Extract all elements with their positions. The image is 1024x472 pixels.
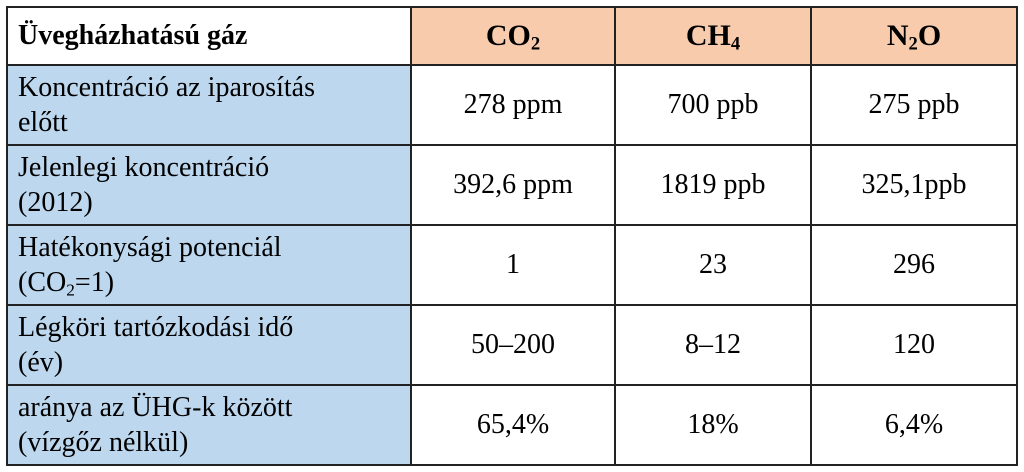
value-cell-co2: 392,6 ppm bbox=[410, 144, 616, 226]
row-label-cell: Légköri tartózkodási idő (év) bbox=[6, 304, 412, 386]
header-label-cell: Üvegházhatású gáz bbox=[6, 6, 412, 66]
row-label-line2-subscript: 2 bbox=[66, 280, 75, 300]
row-label-line2: előtt bbox=[18, 107, 68, 138]
row-label-line1: Koncentráció az iparosítás bbox=[18, 72, 315, 103]
row-label-cell: Jelenlegi koncentráció (2012) bbox=[6, 144, 412, 226]
row-label-cell: aránya az ÜHG-k között (vízgőz nélkül) bbox=[6, 384, 412, 466]
gas-formula-subscript: 4 bbox=[730, 33, 741, 55]
header-co2-cell: CO2 bbox=[410, 6, 616, 66]
row-label-line2: (év) bbox=[18, 347, 64, 378]
value-cell-ch4: 8–12 bbox=[614, 304, 812, 386]
value-cell-n2o: 120 bbox=[810, 304, 1018, 386]
header-n2o-cell: N2O bbox=[810, 6, 1018, 66]
gas-formula-main: CH bbox=[685, 19, 731, 52]
value-cell-co2: 278 ppm bbox=[410, 64, 616, 146]
value-cell-ch4: 1819 ppb bbox=[614, 144, 812, 226]
value-cell-n2o: 325,1ppb bbox=[810, 144, 1018, 226]
table-row: Jelenlegi koncentráció (2012) 392,6 ppm … bbox=[6, 144, 1018, 226]
row-label-line2: (CO2=1) bbox=[18, 265, 410, 300]
row-label-cell: Koncentráció az iparosítás előtt bbox=[6, 64, 412, 146]
value-cell-co2: 1 bbox=[410, 224, 616, 306]
row-label-line2-post: =1) bbox=[74, 267, 115, 298]
value-cell-n2o: 296 bbox=[810, 224, 1018, 306]
gas-formula-main: CO bbox=[485, 19, 531, 52]
value-cell-n2o: 6,4% bbox=[810, 384, 1018, 466]
gas-formula-main: N bbox=[886, 19, 909, 52]
row-label-line1: Jelenlegi koncentráció bbox=[18, 152, 270, 183]
row-label-line1: aránya az ÜHG-k között bbox=[18, 392, 293, 423]
row-label-cell: Hatékonysági potenciál (CO2=1) bbox=[6, 224, 412, 306]
value-cell-n2o: 275 ppb bbox=[810, 64, 1018, 146]
greenhouse-gas-table: Üvegházhatású gáz CO2 CH4 N2O Koncentrác… bbox=[6, 6, 1018, 466]
value-cell-ch4: 18% bbox=[614, 384, 812, 466]
value-cell-co2: 50–200 bbox=[410, 304, 616, 386]
table-row: Légköri tartózkodási idő (év) 50–200 8–1… bbox=[6, 304, 1018, 386]
value-cell-ch4: 23 bbox=[614, 224, 812, 306]
value-cell-ch4: 700 ppb bbox=[614, 64, 812, 146]
row-label-line1: Hatékonysági potenciál bbox=[18, 232, 282, 263]
value-cell-co2: 65,4% bbox=[410, 384, 616, 466]
table-row: Hatékonysági potenciál (CO2=1) 1 23 296 bbox=[6, 224, 1018, 306]
gas-formula-subscript: 2 bbox=[908, 33, 918, 55]
table-row: Koncentráció az iparosítás előtt 278 ppm… bbox=[6, 64, 1018, 146]
header-row: Üvegházhatású gáz CO2 CH4 N2O bbox=[6, 6, 1018, 66]
header-ch4-cell: CH4 bbox=[614, 6, 812, 66]
gas-formula-subscript: 2 bbox=[530, 33, 541, 55]
gas-formula-rest: O bbox=[917, 19, 942, 52]
row-label-line1: Légköri tartózkodási idő bbox=[18, 312, 294, 343]
table-row: aránya az ÜHG-k között (vízgőz nélkül) 6… bbox=[6, 384, 1018, 466]
row-label-line2-pre: (CO bbox=[18, 267, 67, 298]
row-label-line2: (vízgőz nélkül) bbox=[18, 427, 189, 458]
row-label-line2: (2012) bbox=[18, 187, 93, 218]
